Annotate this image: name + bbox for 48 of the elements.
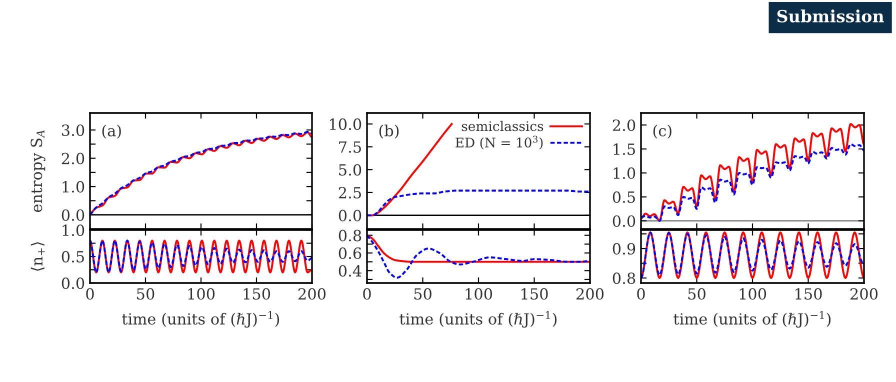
y-tick-label: 2.0	[62, 152, 84, 164]
y-axis-title: ⟨n$_{+}$⟩	[30, 242, 45, 271]
y-tick-label: 0.5	[612, 191, 635, 203]
y-tick-label: 1.0	[62, 224, 84, 236]
y-tick-label: 0.8	[612, 272, 636, 284]
y-tick-label: 7.5	[339, 141, 361, 153]
x-tick-label: 200	[576, 288, 604, 300]
y-tick-label: 0.6	[338, 247, 362, 259]
x-tick-label: 100	[740, 288, 766, 300]
annotation: (c)	[653, 124, 672, 139]
y-tick-label: 0.8	[338, 230, 362, 242]
x-tick-label: 0	[86, 288, 94, 300]
y-tick-label: 1.0	[614, 167, 636, 179]
legend-label: semiclassics	[462, 120, 544, 132]
y-axis-title: entropy S$_{A}$	[30, 130, 46, 212]
x-axis-title: time (units of (ℏJ)$^{−1}$)	[400, 310, 557, 328]
x-axis-title: time (units of (ℏJ)$^{−1}$)	[674, 310, 831, 328]
text: Submission	[777, 10, 884, 22]
x-tick-label: 100	[466, 288, 492, 300]
x-tick-label: 50	[414, 288, 432, 300]
annotation: (a)	[102, 124, 121, 139]
y-tick-label: 0.0	[338, 210, 362, 222]
y-tick-label: 1.5	[614, 143, 635, 155]
x-tick-label: 200	[298, 288, 326, 300]
y-tick-label: 10.0	[330, 118, 362, 130]
y-tick-label: 0.5	[62, 250, 84, 263]
y-tick-label: 0.9	[612, 243, 636, 255]
y-tick-label: 3.0	[62, 124, 84, 136]
y-tick-label: 1.0	[62, 181, 84, 193]
x-tick-label: 150	[244, 288, 270, 300]
y-tick-label: 0.0	[612, 215, 636, 227]
x-tick-label: 100	[188, 288, 215, 300]
x-tick-label: 150	[522, 288, 548, 300]
y-tick-label: 0.0	[62, 277, 84, 290]
y-tick-label: 0.0	[62, 209, 84, 221]
y-tick-label: 5.0	[339, 164, 362, 176]
legend-label: ED (N = 10$^{3}$)	[456, 136, 543, 150]
y-tick-label: 0.4	[338, 265, 362, 277]
x-tick-label: 50	[688, 288, 706, 300]
y-tick-label: 2.0	[612, 119, 636, 132]
x-tick-label: 150	[796, 288, 822, 300]
annotation: (b)	[379, 124, 399, 139]
x-tick-label: 50	[137, 288, 154, 300]
x-tick-label: 200	[850, 288, 878, 300]
y-tick-label: 2.5	[338, 186, 361, 198]
x-tick-label: 0	[363, 288, 371, 300]
x-tick-label: 0	[637, 288, 645, 300]
x-axis-title: time (units of (ℏJ)$^{−1}$)	[122, 310, 280, 328]
